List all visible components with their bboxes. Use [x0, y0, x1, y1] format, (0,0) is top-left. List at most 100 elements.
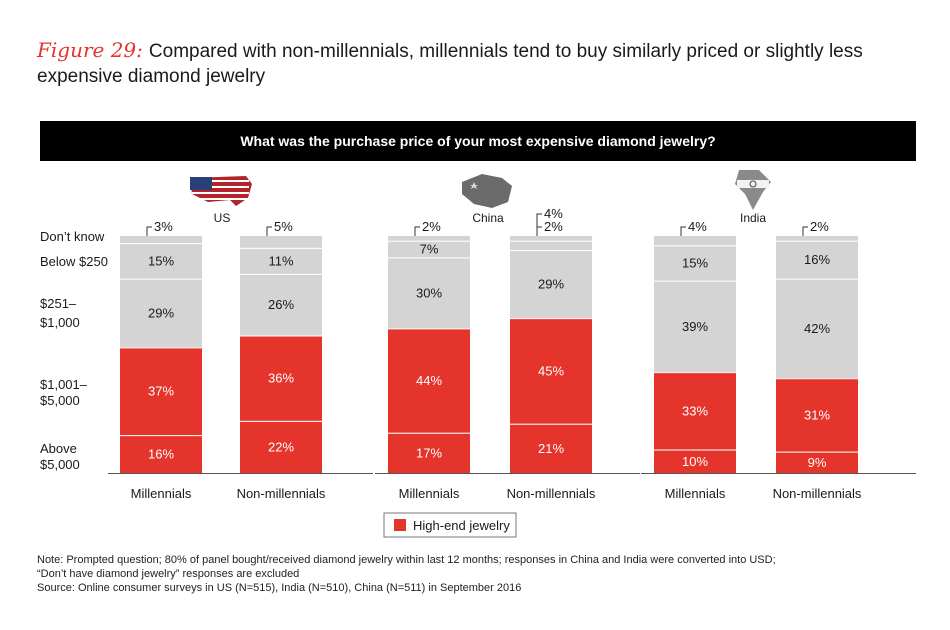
category-label: $5,000: [40, 393, 80, 408]
bar-segment: [654, 280, 736, 373]
flag-shape: [462, 174, 512, 208]
bar-segment: [776, 278, 858, 379]
bar-segment: [776, 236, 858, 241]
callout-line: [266, 226, 272, 236]
bar-segment: [120, 236, 202, 244]
data-label: 26%: [268, 297, 294, 312]
source-line: Source: Online consumer surveys in US (N…: [37, 582, 522, 594]
legend-swatch: [394, 519, 406, 531]
bar-segment: [388, 432, 470, 473]
category-label: $5,000: [40, 457, 80, 472]
callout-line: [536, 213, 542, 236]
data-label: 37%: [148, 384, 174, 399]
bar-segment: [654, 236, 736, 246]
bar-segment: [240, 335, 322, 421]
bar-category-label: Non-millennials: [773, 486, 862, 501]
callout-line: [680, 226, 686, 236]
bar-segment: [388, 236, 470, 241]
flag-wheel: [749, 180, 757, 188]
bar-segment: [120, 243, 202, 279]
bar-segment: [510, 236, 592, 241]
country-label: India: [740, 211, 766, 225]
category-label: $251–: [40, 296, 77, 311]
category-label: Don’t know: [40, 229, 105, 244]
bar-category-label: Non-millennials: [507, 486, 596, 501]
title-text: Compared with non-millennials, millennia…: [37, 41, 863, 87]
data-label: 3%: [154, 219, 173, 234]
bar-segment: [776, 378, 858, 452]
us-flag-map-icon: [190, 176, 252, 206]
data-label: 42%: [804, 321, 830, 336]
legend-label: High-end jewelry: [413, 518, 510, 533]
bar-segment: [654, 372, 736, 450]
data-label: 39%: [682, 319, 708, 334]
bar-segment: [510, 318, 592, 424]
data-label: 16%: [148, 447, 174, 462]
data-label: 11%: [268, 253, 293, 268]
footnotes: Note: Prompted question; 80% of panel bo…: [37, 553, 776, 595]
bar-segment: [120, 278, 202, 348]
category-label: Above: [40, 441, 77, 456]
bar-segment: [776, 240, 858, 279]
bar-segment: [510, 250, 592, 319]
callout-line: [414, 226, 420, 236]
bar-segment: [240, 273, 322, 336]
data-label: 31%: [804, 407, 830, 422]
flag-star: [470, 182, 478, 189]
data-label: 2%: [544, 219, 563, 234]
data-label: 17%: [416, 445, 442, 460]
callout-line: [802, 226, 808, 236]
bar-segment: [654, 449, 736, 473]
data-label: 21%: [538, 441, 564, 456]
bar-category-label: Millennials: [399, 486, 460, 501]
bar-segment: [240, 236, 322, 248]
data-label: 36%: [268, 371, 294, 386]
data-label: 29%: [148, 306, 174, 321]
bar-category-label: Millennials: [131, 486, 192, 501]
bar-segment: [388, 257, 470, 329]
page-title: Figure 29: Compared with non-millennials,…: [37, 38, 927, 89]
data-label: 5%: [274, 219, 293, 234]
data-label: 2%: [810, 219, 829, 234]
bar-category-label: Millennials: [665, 486, 726, 501]
bar-segment: [776, 451, 858, 473]
note-line-2: “Don’t have diamond jewelry” responses a…: [37, 568, 300, 580]
bar-segment: [510, 423, 592, 473]
data-label: 4%: [544, 206, 563, 221]
country-label: China: [472, 211, 504, 225]
category-label: $1,001–: [40, 377, 88, 392]
bar-category-label: Non-millennials: [237, 486, 326, 501]
bar-segment: [388, 328, 470, 433]
data-label: 22%: [268, 439, 294, 454]
data-label: 44%: [416, 373, 442, 388]
legend: [383, 512, 517, 538]
data-label: 4%: [688, 219, 707, 234]
bar-segment: [120, 435, 202, 473]
bar-segment: [240, 247, 322, 274]
data-label: 9%: [808, 455, 827, 470]
flag-canton: [190, 177, 212, 190]
data-label: 15%: [148, 253, 174, 268]
bar-segment: [120, 347, 202, 436]
bar-segment: [654, 245, 736, 281]
note-line-1: Note: Prompted question; 80% of panel bo…: [37, 554, 776, 566]
category-label: $1,000: [40, 315, 80, 330]
country-label: US: [214, 211, 231, 225]
data-label: 30%: [416, 285, 442, 300]
data-label: 15%: [682, 255, 708, 270]
flag-band: [737, 180, 769, 188]
category-label: Below $250: [40, 254, 108, 269]
bar-segment: [388, 240, 470, 258]
data-label: 2%: [422, 219, 441, 234]
data-label: 45%: [538, 363, 564, 378]
china-flag-map-icon: [462, 174, 512, 208]
data-label: 7%: [420, 242, 439, 257]
data-label: 10%: [682, 454, 708, 469]
data-label: 16%: [804, 252, 830, 267]
bar-segment: [240, 420, 322, 473]
figure-label: Figure 29:: [37, 38, 143, 62]
flag-shape: [735, 170, 771, 210]
callout-line: [536, 226, 542, 236]
question-banner: What was the purchase price of your most…: [40, 121, 916, 161]
